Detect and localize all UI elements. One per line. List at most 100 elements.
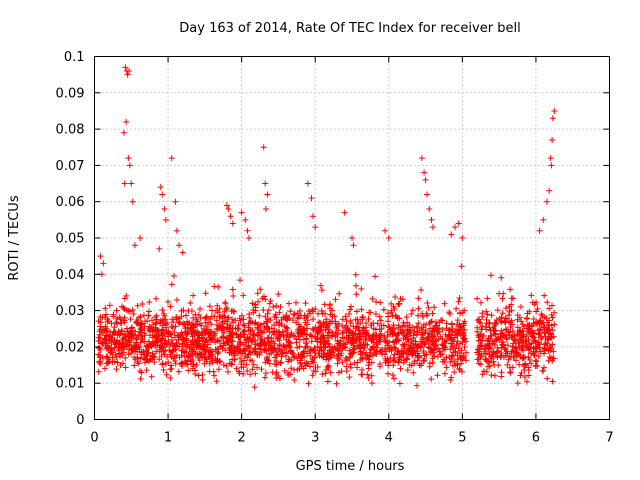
data-point xyxy=(415,320,422,327)
data-point xyxy=(225,314,232,321)
data-point xyxy=(437,333,444,340)
data-point xyxy=(108,320,115,327)
data-point xyxy=(263,318,270,325)
data-point xyxy=(455,328,462,335)
data-point xyxy=(156,245,163,252)
data-point xyxy=(507,368,514,375)
data-point xyxy=(180,321,187,328)
data-point xyxy=(101,335,108,342)
data-point xyxy=(322,327,329,334)
data-point xyxy=(367,346,374,353)
data-point xyxy=(160,326,167,333)
data-point xyxy=(518,369,525,376)
data-point xyxy=(541,364,548,371)
data-point xyxy=(250,337,257,344)
data-point xyxy=(541,292,548,299)
data-point xyxy=(276,337,283,344)
data-point xyxy=(494,344,501,351)
data-point xyxy=(349,235,355,241)
data-point xyxy=(504,361,511,368)
data-point xyxy=(358,371,365,378)
y-tick-label: 0.08 xyxy=(56,123,85,138)
data-point xyxy=(243,361,250,368)
data-point xyxy=(169,348,176,355)
data-point xyxy=(345,332,352,339)
data-point xyxy=(192,321,199,328)
data-point xyxy=(332,296,339,303)
data-point xyxy=(307,347,314,354)
data-point xyxy=(530,316,537,323)
data-point xyxy=(197,306,204,313)
data-point xyxy=(341,209,348,216)
data-point xyxy=(520,363,527,370)
x-tick-label: 1 xyxy=(164,431,172,446)
data-point xyxy=(542,347,549,354)
data-point xyxy=(265,334,272,341)
data-point xyxy=(298,352,305,359)
data-point xyxy=(546,305,553,312)
data-point xyxy=(454,317,461,324)
data-point xyxy=(230,292,237,299)
data-point xyxy=(273,319,280,326)
data-point xyxy=(208,313,215,320)
data-point xyxy=(137,235,144,241)
data-point xyxy=(197,351,204,358)
data-point xyxy=(284,331,291,338)
data-point xyxy=(430,341,437,348)
data-point xyxy=(120,304,127,311)
data-point xyxy=(113,307,120,314)
data-point xyxy=(505,312,512,319)
data-point xyxy=(548,162,555,169)
data-point xyxy=(439,326,446,333)
data-point xyxy=(304,180,311,187)
data-point xyxy=(228,361,235,368)
data-point xyxy=(339,359,346,366)
data-point xyxy=(308,195,315,202)
data-point xyxy=(262,205,269,212)
data-point xyxy=(477,299,484,306)
data-point xyxy=(487,272,494,279)
data-point xyxy=(352,271,359,278)
data-point xyxy=(452,348,459,355)
data-point xyxy=(318,338,325,345)
data-point xyxy=(122,354,129,361)
data-point xyxy=(543,315,550,322)
data-point xyxy=(310,367,317,374)
data-point xyxy=(415,312,422,319)
data-point xyxy=(311,354,318,361)
data-point xyxy=(304,343,311,350)
y-tick-label: 0 xyxy=(76,413,84,428)
data-point xyxy=(537,348,544,355)
data-point xyxy=(265,307,272,314)
data-point xyxy=(478,326,485,333)
data-point xyxy=(165,341,172,348)
data-point xyxy=(342,354,349,361)
data-point xyxy=(103,311,110,318)
data-point xyxy=(296,343,303,350)
data-point xyxy=(327,301,334,308)
data-point xyxy=(536,330,543,337)
data-point xyxy=(141,351,148,358)
data-point xyxy=(134,302,141,309)
data-point xyxy=(543,198,550,205)
data-point xyxy=(143,343,150,350)
data-point xyxy=(129,331,136,338)
data-point xyxy=(333,380,340,387)
data-point xyxy=(310,359,317,366)
data-point xyxy=(211,283,218,290)
data-point xyxy=(121,295,128,302)
data-point xyxy=(352,325,359,332)
data-point xyxy=(427,348,434,355)
data-point xyxy=(506,303,513,310)
data-point xyxy=(546,354,553,361)
data-point xyxy=(105,358,112,365)
data-point xyxy=(415,353,422,360)
data-point xyxy=(264,357,271,364)
data-point xyxy=(188,307,195,314)
data-point xyxy=(223,335,230,342)
data-point xyxy=(205,319,212,326)
data-point xyxy=(389,327,396,334)
data-point xyxy=(225,339,232,346)
data-point xyxy=(332,333,339,340)
data-point xyxy=(255,298,262,305)
